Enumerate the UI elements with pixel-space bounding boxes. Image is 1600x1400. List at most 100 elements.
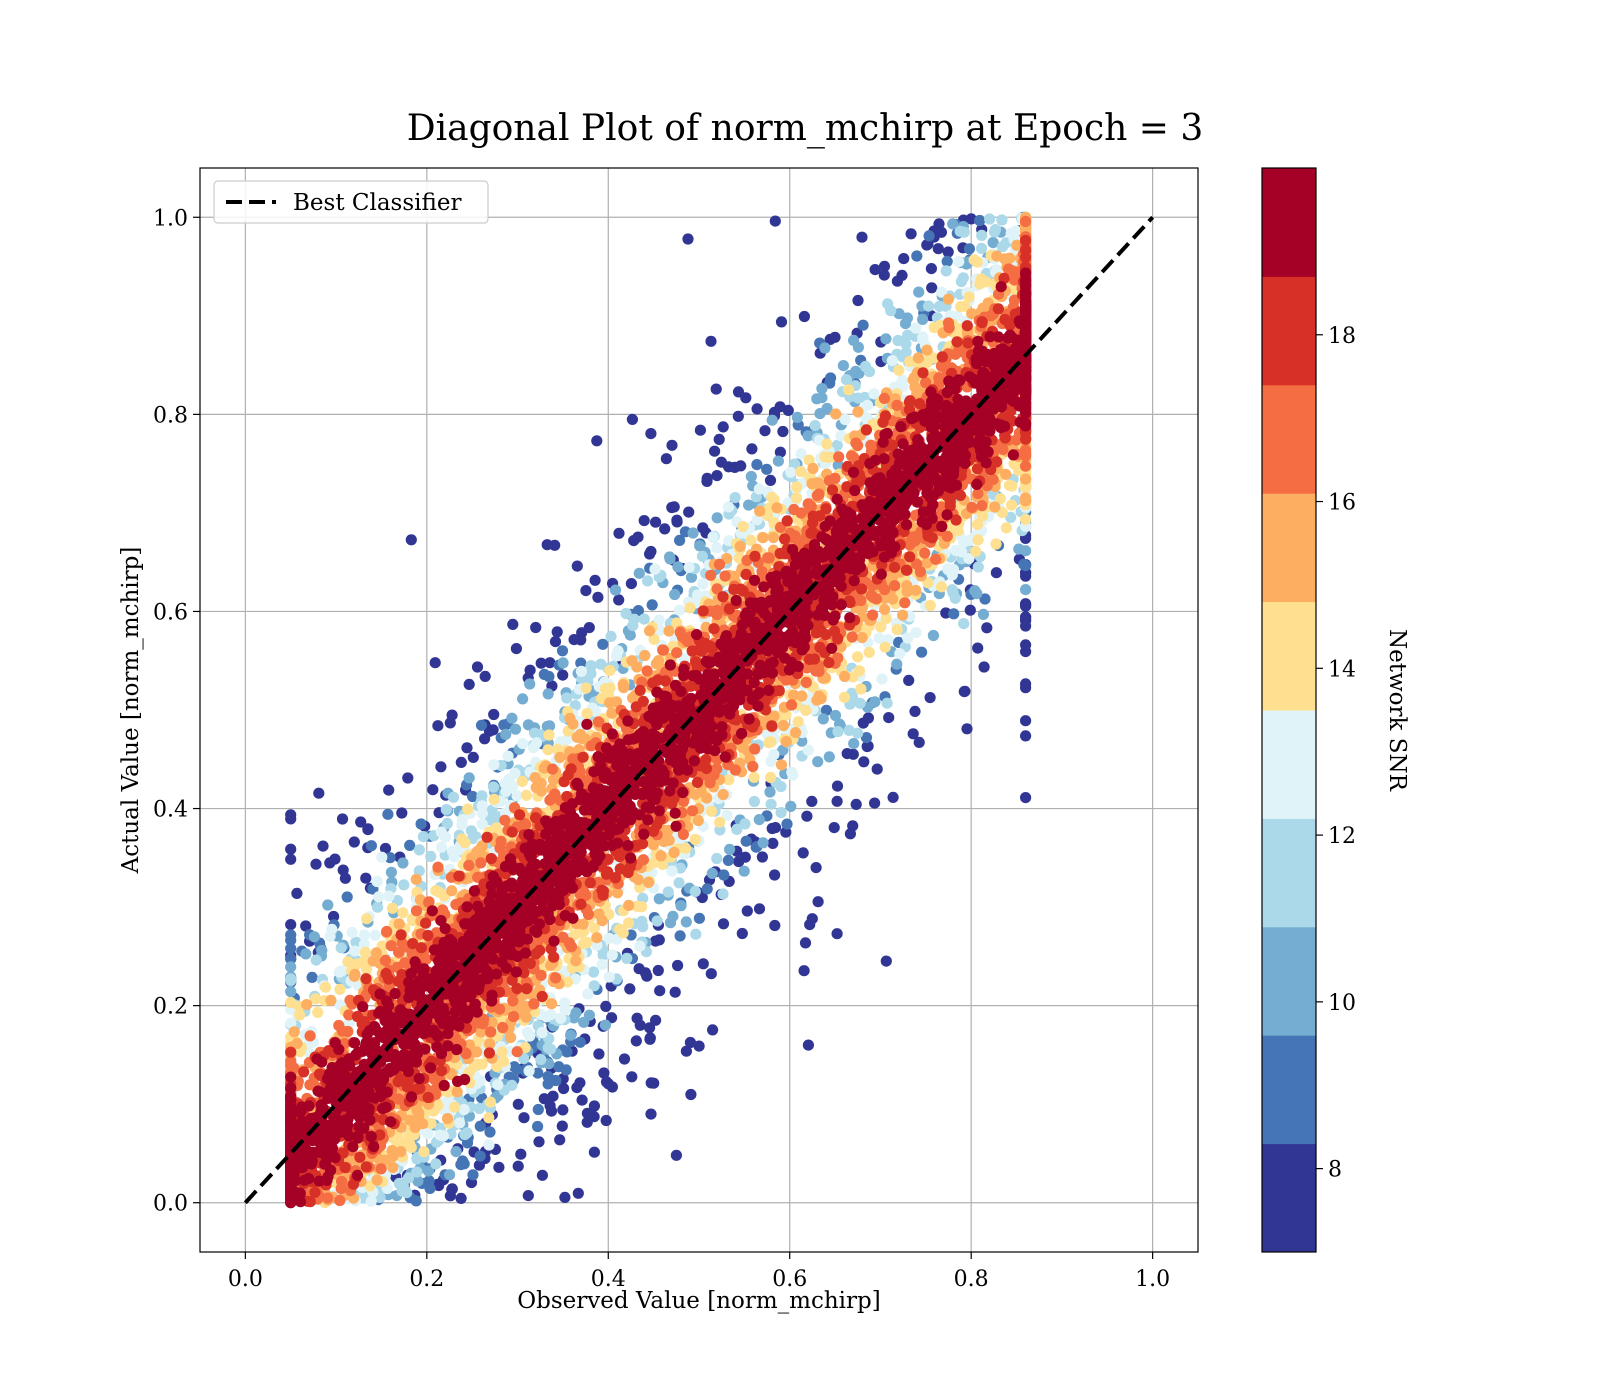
scatter-point bbox=[792, 716, 804, 728]
scatter-point bbox=[966, 501, 978, 513]
scatter-point bbox=[591, 932, 603, 944]
scatter-point bbox=[411, 1166, 423, 1178]
scatter-point bbox=[1020, 460, 1032, 472]
scatter-point bbox=[559, 997, 571, 1009]
scatter-point bbox=[516, 775, 528, 788]
scatter-point bbox=[310, 858, 322, 870]
scatter-point bbox=[736, 927, 748, 940]
scatter-point bbox=[940, 265, 952, 277]
scatter-point bbox=[790, 727, 802, 739]
scatter-point bbox=[618, 1053, 631, 1065]
scatter-point bbox=[532, 1103, 544, 1116]
scatter-point bbox=[819, 342, 831, 354]
scatter-point bbox=[583, 622, 595, 634]
scatter-point bbox=[889, 580, 901, 592]
scatter-point bbox=[821, 438, 833, 450]
scatter-point bbox=[463, 859, 475, 872]
scatter-point bbox=[673, 877, 685, 889]
scatter-point bbox=[926, 282, 938, 294]
scatter-point bbox=[854, 697, 866, 709]
scatter-point bbox=[674, 862, 687, 874]
scatter-point bbox=[617, 679, 629, 691]
scatter-point bbox=[955, 546, 968, 558]
scatter-point bbox=[325, 994, 337, 1007]
scatter-point bbox=[791, 411, 804, 423]
scatter-point bbox=[732, 410, 744, 422]
scatter-point bbox=[596, 915, 608, 927]
scatter-point bbox=[536, 1026, 548, 1039]
scatter-point bbox=[684, 1036, 697, 1049]
scatter-point bbox=[636, 901, 648, 913]
scatter-point bbox=[954, 225, 966, 237]
scatter-point bbox=[663, 834, 675, 846]
scatter-point bbox=[634, 1019, 646, 1031]
scatter-point bbox=[771, 502, 783, 514]
scatter-point bbox=[436, 841, 448, 853]
scatter-point bbox=[575, 665, 588, 678]
scatter-point bbox=[497, 1021, 509, 1034]
scatter-point bbox=[790, 492, 803, 504]
scatter-point bbox=[800, 676, 812, 689]
scatter-point bbox=[1000, 468, 1012, 480]
scatter-point bbox=[535, 1053, 547, 1066]
scatter-point bbox=[598, 1067, 610, 1079]
scatter-point bbox=[581, 1116, 593, 1128]
scatter-point bbox=[820, 704, 833, 716]
scatter-point bbox=[285, 853, 297, 865]
scatter-point bbox=[996, 214, 1008, 226]
scatter-point bbox=[664, 917, 677, 929]
scatter-point bbox=[991, 250, 1003, 262]
scatter-point bbox=[348, 836, 360, 848]
scatter-point bbox=[410, 905, 423, 917]
scatter-point bbox=[801, 810, 813, 822]
scatter-point bbox=[580, 682, 592, 694]
scatter-point bbox=[910, 584, 922, 596]
scatter-point bbox=[520, 789, 533, 801]
scatter-point bbox=[867, 609, 879, 621]
scatter-point bbox=[912, 352, 925, 364]
scatter-point bbox=[644, 1022, 656, 1034]
scatter-point bbox=[575, 657, 587, 669]
scatter-point bbox=[828, 822, 840, 834]
scatter-point bbox=[645, 1108, 657, 1120]
scatter-point bbox=[575, 634, 587, 646]
scatter-point bbox=[761, 463, 773, 475]
scatter-point bbox=[749, 743, 761, 755]
scatter-point bbox=[643, 876, 655, 889]
scatter-point bbox=[435, 761, 447, 773]
scatter-point bbox=[617, 927, 629, 939]
scatter-point bbox=[433, 1179, 445, 1192]
scatter-point bbox=[511, 1063, 523, 1075]
scatter-point bbox=[488, 708, 500, 721]
scatter-point bbox=[666, 439, 678, 451]
scatter-point bbox=[440, 804, 452, 816]
scatter-point bbox=[588, 966, 600, 978]
scatter-point bbox=[856, 231, 868, 243]
scatter-point bbox=[570, 955, 582, 967]
scatter-point bbox=[1020, 646, 1032, 658]
scatter-point bbox=[786, 699, 798, 711]
scatter-point bbox=[989, 501, 1001, 513]
scatter-point bbox=[641, 665, 653, 677]
scatter-point bbox=[529, 727, 541, 739]
scatter-point bbox=[970, 545, 982, 557]
scatter-point bbox=[554, 1134, 566, 1146]
scatter-point bbox=[474, 1075, 486, 1087]
plot-area bbox=[199, 167, 1199, 1253]
scatter-point bbox=[924, 692, 936, 704]
scatter-point bbox=[457, 1155, 469, 1167]
scatter-point bbox=[288, 1026, 300, 1038]
scatter-point bbox=[777, 719, 790, 732]
scatter-point bbox=[502, 750, 514, 762]
scatter-point bbox=[777, 744, 789, 756]
scatter-point bbox=[974, 214, 986, 227]
scatter-point bbox=[885, 305, 897, 317]
scatter-point bbox=[825, 372, 837, 384]
scatter-point bbox=[968, 254, 980, 266]
scatter-point bbox=[483, 1112, 495, 1124]
scatter-point bbox=[1020, 584, 1032, 596]
scatter-point bbox=[713, 433, 725, 445]
scatter-point bbox=[381, 925, 393, 938]
scatter-point bbox=[506, 1079, 518, 1091]
scatter-point bbox=[444, 1169, 456, 1181]
